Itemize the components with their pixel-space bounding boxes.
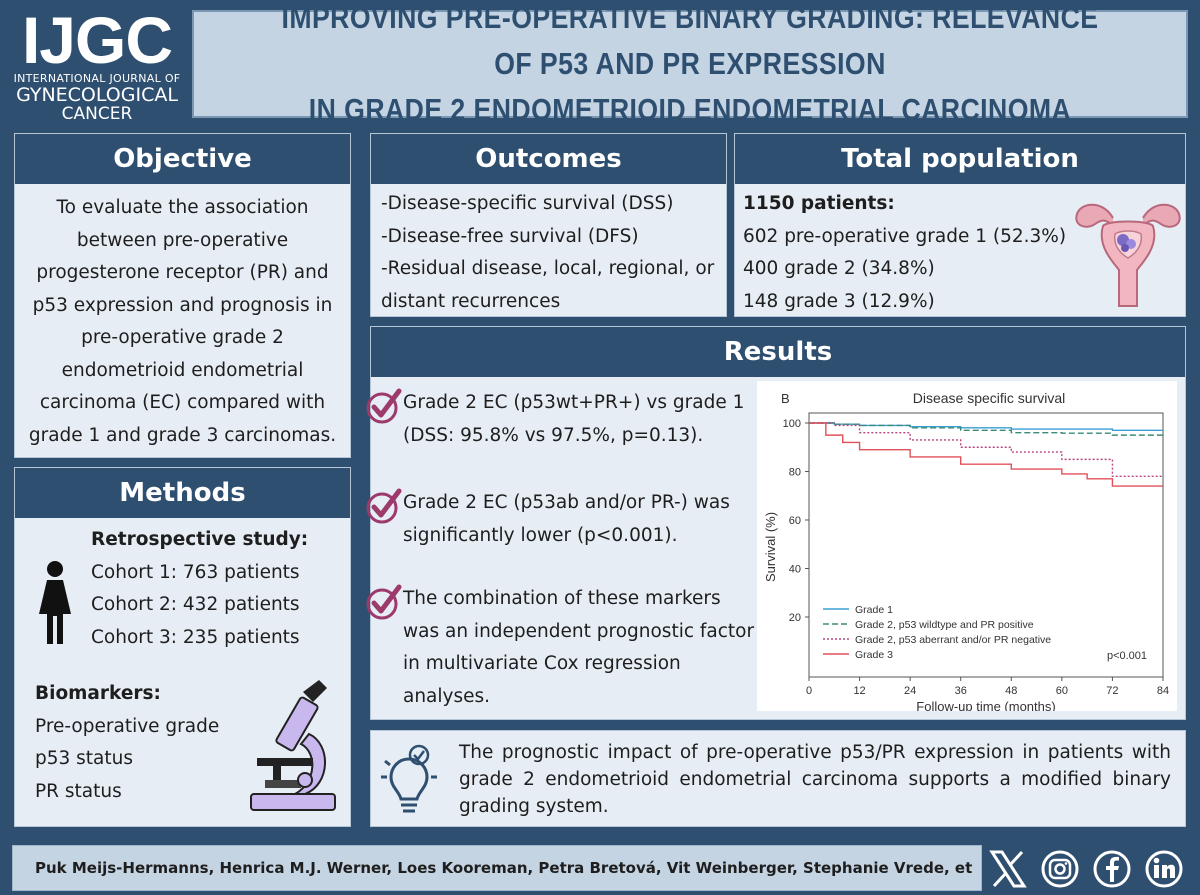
journal-name-line3: CANCER [61, 104, 133, 124]
woman-icon [39, 561, 71, 644]
journal-logo: IJGC INTERNATIONAL JOURNAL OF GYNECOLOGI… [12, 3, 182, 124]
outcomes-list: -Disease-specific survival (DSS) -Diseas… [371, 184, 726, 318]
result-text: Grade 2 EC (p53ab and/or PR-) was signif… [403, 492, 730, 546]
y-tick-label: 100 [783, 418, 801, 430]
series-line [809, 422, 1163, 487]
title-line2: in grade 2 endometrioid endometrial carc… [308, 92, 1072, 127]
biomarkers-label: Biomarkers: [35, 683, 161, 704]
series-line [809, 422, 1164, 437]
facebook-icon[interactable] [1090, 848, 1134, 890]
journal-abbrev: IJGC [21, 3, 173, 77]
x-tick-label: 84 [1157, 685, 1169, 697]
result-item: Grade 2 EC (p53ab and/or PR-) was signif… [365, 487, 755, 552]
objective-heading: Objective [15, 134, 350, 184]
total-population-heading: Total population [735, 134, 1185, 184]
biomarker-item: p53 status [35, 748, 134, 769]
x-tick-label: 60 [1056, 685, 1068, 697]
x-tick-label: 48 [1005, 685, 1017, 697]
series-line [809, 422, 1163, 478]
x-tick-label: 0 [806, 685, 812, 697]
x-tick-label: 24 [904, 685, 916, 697]
outcome-item: -Disease-specific survival (DSS) [381, 193, 674, 214]
methods-panel: Methods Retrospective study: Cohort 1: 7… [14, 467, 351, 827]
y-tick-label: 20 [789, 612, 801, 624]
checkmark-icon [366, 584, 402, 620]
y-axis-label: Survival (%) [763, 512, 778, 582]
legend-entry: Grade 3 [855, 649, 893, 661]
survival-chart: B Disease specific survival 0 12 24 36 48 60 72 8… [763, 390, 1169, 714]
legend-entry: Grade 1 [855, 604, 893, 616]
x-logo-icon[interactable] [986, 848, 1030, 890]
methods-heading: Methods [15, 468, 350, 518]
results-heading: Results [371, 327, 1185, 377]
result-text: The combination of these markers was an … [403, 588, 755, 707]
objective-text: To evaluate the association between pre-… [28, 197, 337, 446]
uterus-icon [1075, 203, 1181, 307]
instagram-icon[interactable] [1038, 848, 1082, 890]
survival-chart-container: B Disease specific survival 0 12 24 36 48 60 72 8… [757, 381, 1177, 714]
lightbulb-icon [381, 744, 437, 813]
y-tick-label: 60 [789, 515, 801, 527]
result-item: Grade 2 EC (p53wt+PR+) vs grade 1 (DSS: … [365, 387, 755, 452]
outcomes-heading: Outcomes [371, 134, 726, 184]
results-panel: Results Grade 2 EC (p53wt+PR+) vs grade … [366, 326, 1186, 720]
biomarker-list: Biomarkers: Pre-operative grade p53 stat… [35, 678, 219, 808]
cohort-list: Retrospective study: Cohort 1: 763 patie… [91, 524, 308, 654]
checkmark-icon [366, 488, 402, 524]
population-total: 1150 patients: [743, 193, 895, 214]
total-population-panel: Total population 1150 patients: 602 pre-… [734, 133, 1186, 317]
y-tick-label: 40 [789, 564, 801, 576]
outcome-item: -Residual disease, local, regional, or d… [381, 258, 715, 312]
biomarker-item: Pre-operative grade [35, 715, 220, 737]
conclusion-text: The prognostic impact of pre-operative p… [459, 742, 1171, 817]
chart-title: Disease specific survival [913, 390, 1066, 406]
x-tick-label: 72 [1106, 685, 1118, 697]
cohort-item: Cohort 2: 432 patients [91, 594, 300, 615]
biomarker-item: PR status [35, 780, 122, 802]
chart-annotation: p<0.001 [1107, 650, 1147, 662]
x-tick-label: 36 [955, 685, 967, 697]
authors-text: Puk Meijs-Hermanns, Henrica M.J. Werner,… [35, 859, 973, 877]
title-banner: Improving pre-operative binary grading: … [192, 0, 1188, 127]
journal-name-line2: GYNECOLOGICAL [16, 84, 178, 106]
outcome-item: -Disease-free survival (DFS) [381, 225, 639, 247]
title-line1: Improving pre-operative binary grading: … [281, 0, 1099, 81]
result-text: Grade 2 EC (p53wt+PR+) vs grade 1 (DSS: … [403, 392, 745, 446]
cohort-item: Cohort 3: 235 patients [91, 626, 300, 648]
chart-panel-label: B [781, 391, 790, 406]
population-item: 400 grade 2 (34.8%) [743, 258, 935, 279]
linkedin-icon[interactable] [1142, 848, 1186, 890]
cohort-item: Cohort 1: 763 patients [91, 561, 300, 583]
conclusion-panel: The prognostic impact of pre-operative p… [370, 730, 1186, 827]
journal-name-line1: INTERNATIONAL JOURNAL OF [13, 72, 181, 85]
authors-bar: Puk Meijs-Hermanns, Henrica M.J. Werner,… [12, 845, 982, 891]
y-tick-label: 80 [789, 467, 801, 479]
result-item: The combination of these markers was an … [365, 583, 755, 713]
x-tick-label: 12 [853, 685, 865, 697]
page-title: Improving pre-operative binary grading: … [277, 0, 1103, 133]
legend-entry: Grade 2, p53 aberrant and/or PR negative [855, 634, 1051, 646]
checkmark-icon [366, 388, 402, 424]
population-list: 1150 patients: 602 pre-operative grade 1… [735, 184, 1185, 318]
chart-plot-frame [808, 412, 1164, 678]
legend-entry: Grade 2, p53 wildtype and PR positive [855, 619, 1034, 631]
population-item: 602 pre-operative grade 1 (52.3%) [743, 225, 1067, 247]
study-label: Retrospective study: [91, 529, 309, 550]
series-line [809, 422, 1163, 431]
population-item: 148 grade 3 (12.9%) [743, 290, 935, 312]
outcomes-panel: Outcomes -Disease-specific survival (DSS… [370, 133, 727, 317]
objective-panel: Objective To evaluate the association be… [14, 133, 351, 458]
microscope-icon [250, 680, 336, 811]
x-axis-label: Follow-up time (months) [916, 699, 1055, 711]
